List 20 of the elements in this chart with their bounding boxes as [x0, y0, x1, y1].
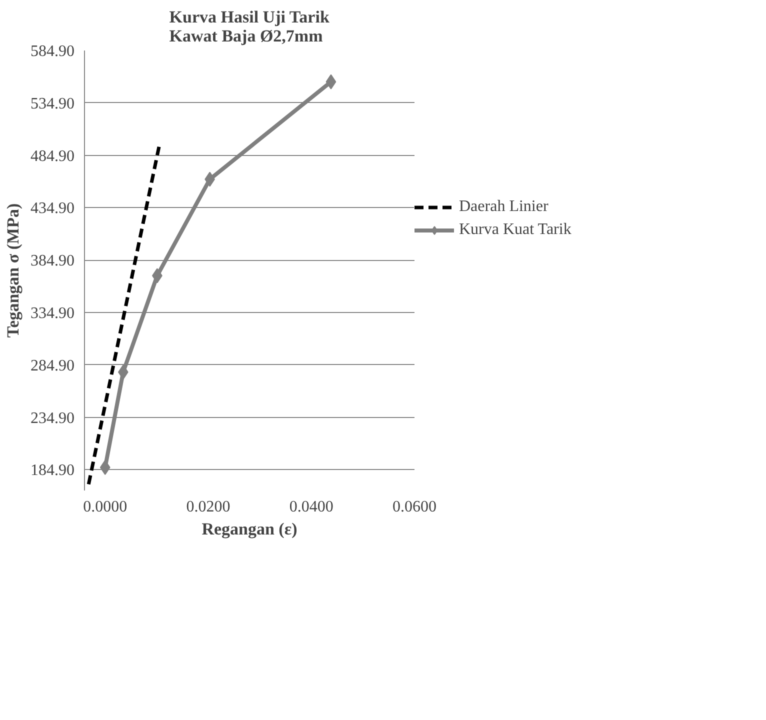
y-tick-label: 334.90 — [30, 304, 74, 322]
x-tick-label: 0.0400 — [289, 498, 334, 516]
y-axis-title: Tegangan σ (MPa) — [4, 203, 22, 338]
y-tick-label: 184.90 — [30, 462, 74, 480]
point — [100, 460, 110, 475]
y-tick-label: 484.90 — [30, 148, 74, 165]
y-tick-label: 434.90 — [30, 200, 74, 218]
legend-label: Daerah Linier — [459, 198, 548, 216]
x-axis-title: Regangan (ε) — [202, 520, 298, 538]
x-tick-label: 0.0600 — [392, 498, 436, 516]
y-tick-label: 284.90 — [30, 357, 74, 374]
x-tick-label: 0.0200 — [186, 498, 230, 516]
y-tick-label: 234.90 — [30, 410, 74, 427]
y-tick-label: 384.90 — [30, 252, 74, 270]
chart-title: Kurva Hasil Uji Tarik Kawat Baja Ø2,7mm — [169, 8, 330, 46]
legend-label: Kurva Kuat Tarik — [459, 221, 572, 239]
y-tick-label: 584.90 — [30, 43, 74, 60]
y-tick-label: 534.90 — [30, 95, 74, 112]
point — [326, 74, 336, 90]
x-tick-label: 0.0000 — [83, 498, 128, 516]
